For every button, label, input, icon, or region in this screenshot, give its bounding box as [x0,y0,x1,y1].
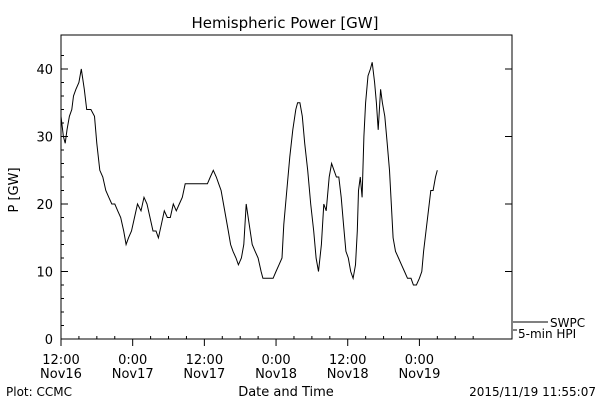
legend-label-hpi: 5-min HPI [518,327,576,341]
x-tick-label: 0:00 [118,353,147,368]
y-axis: 0 10 20 30 40 [36,55,512,348]
plot-frame [60,34,513,340]
y-tick-label: 20 [36,198,53,213]
chart-title: Hemispheric Power [GW] [192,14,379,32]
y-axis-label: P [GW] [7,167,22,212]
x-tick-date: Nov18 [327,367,369,382]
y-tick-label: 40 [36,63,53,78]
x-axis-label: Date and Time [238,385,334,400]
footer-right: 2015/11/19 11:55:07 [469,385,596,399]
x-tick-label: 12:00 [329,353,366,368]
x-tick-date: Nov19 [398,367,440,382]
series-line-swpc [60,62,438,286]
x-tick-date: Nov17 [183,367,225,382]
y-tick-label: 0 [45,333,53,348]
x-axis: 12:00Nov160:00Nov1712:00Nov170:00Nov1812… [40,336,474,382]
x-tick-date: Nov16 [40,367,82,382]
x-tick-label: 12:00 [186,353,223,368]
x-tick-date: Nov17 [112,367,154,382]
y-tick-label: 10 [36,266,53,281]
footer-left: Plot: CCMC [6,385,72,399]
legend-label-swpc: SWPC [550,316,585,330]
legend: SWPC 5-min HPI [513,316,585,341]
x-tick-date: Nov18 [255,367,297,382]
x-tick-label: 12:00 [42,353,79,368]
x-tick-label: 0:00 [261,353,290,368]
x-tick-label: 0:00 [405,353,434,368]
y-tick-label: 30 [36,131,53,146]
